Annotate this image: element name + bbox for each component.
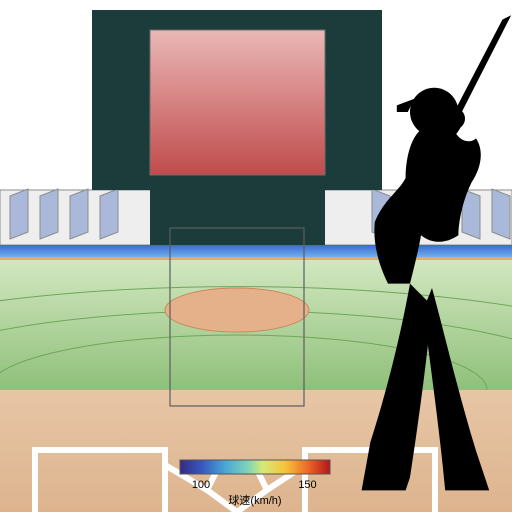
speed-legend-bar [180, 460, 330, 474]
outfield-wall-band [0, 245, 512, 257]
pitchers-mound [165, 288, 309, 332]
scoreboard-foot [150, 190, 325, 250]
stand-window [100, 189, 118, 239]
legend-label: 球速(km/h) [228, 493, 281, 507]
stand-window [70, 189, 88, 239]
legend-tick: 100 [192, 479, 210, 491]
legend-tick: 150 [298, 479, 316, 491]
warning-track-line [0, 257, 512, 260]
batter-hands [443, 108, 465, 130]
stand-window [40, 189, 58, 239]
stand-window [492, 189, 510, 239]
scoreboard-panel [150, 30, 325, 175]
stand-window [10, 189, 28, 239]
